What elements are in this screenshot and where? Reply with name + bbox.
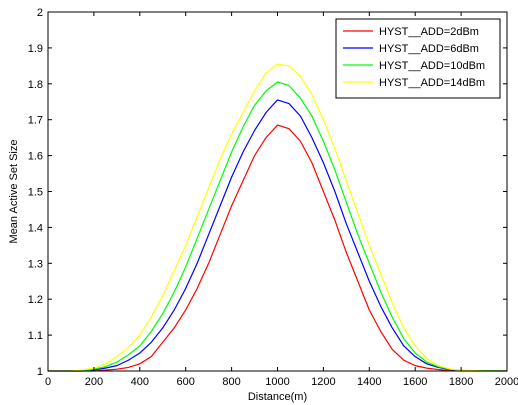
legend-label-1: HYST__ADD=2dBm	[379, 26, 479, 38]
legend-items: HYST__ADD=2dBm HYST__ADD=6dBm HYST__ADD=10…	[343, 26, 485, 89]
y-tick-label: 1.7	[28, 115, 43, 127]
series-line-4	[48, 63, 507, 372]
legend: HYST__ADD=2dBm HYST__ADD=6dBm HYST__ADD=10…	[335, 18, 501, 99]
x-tick-label: 1600	[403, 376, 427, 388]
series-line-1	[48, 124, 507, 372]
legend-box	[335, 18, 501, 99]
y-tick-label: 1	[37, 366, 43, 378]
y-tick-label: 1.3	[28, 258, 43, 270]
y-tick-label: 1.6	[28, 151, 43, 163]
y-tick-label: 1.2	[28, 294, 43, 306]
y-tick-label: 1.5	[28, 187, 43, 199]
x-tick-label: 2000	[495, 376, 518, 388]
y-axis-label: Mean Active Set Size	[8, 140, 20, 244]
x-tick-label: 600	[177, 376, 195, 388]
x-tick-label: 400	[131, 376, 149, 388]
x-tick-label: 1400	[357, 376, 381, 388]
y-tick-label: 1.8	[28, 79, 43, 91]
series-line-2	[48, 99, 508, 372]
x-tick-label: 200	[85, 376, 103, 388]
y-tick-label: 1.4	[28, 222, 43, 234]
x-axis-label: Distance(m)	[248, 391, 307, 403]
series-line-3	[48, 81, 508, 372]
y-tick-label: 1.9	[28, 43, 43, 55]
plot-frame	[47, 11, 508, 372]
y-tick-label: 2	[37, 7, 43, 19]
y-tick-label: 1.1	[28, 330, 43, 342]
legend-label-2: HYST__ADD=6dBm	[379, 43, 479, 55]
x-tick-label: 0	[45, 376, 51, 388]
x-tick-label: 800	[222, 376, 240, 388]
legend-label-3: HYST__ADD=10dBm	[379, 60, 485, 72]
x-tick-label: 1200	[311, 376, 335, 388]
series-layer	[48, 63, 508, 372]
ticks-layer: 0 200 400 600 800 1000 1200 1400 1600 1800 2000 1 1.…	[28, 7, 518, 388]
legend-label-4: HYST__ADD=14dBm	[379, 77, 485, 89]
x-tick-label: 1800	[449, 376, 473, 388]
x-tick-label: 1000	[265, 376, 289, 388]
